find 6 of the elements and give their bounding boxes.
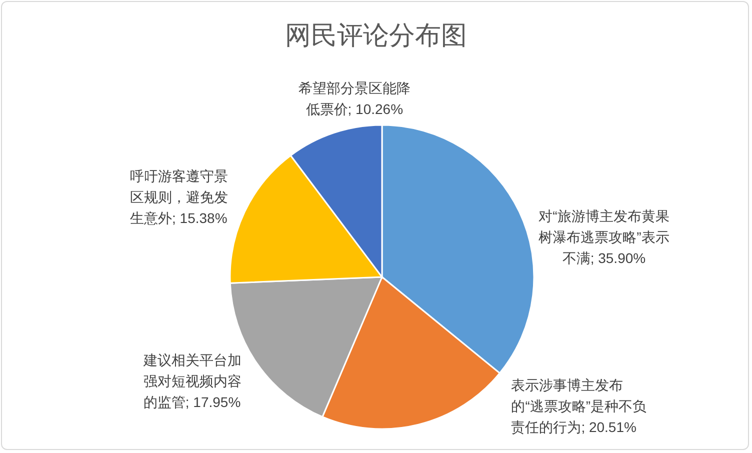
chart-title: 网民评论分布图 — [284, 20, 468, 53]
slice-label: 表示涉事博主发布的“逃票攻略”是种不负责任的行为; 20.51% — [511, 376, 648, 438]
slice-label: 建议相关平台加强对短视频内容的监管; 17.95% — [143, 350, 242, 412]
slice-label: 希望部分景区能降低票价; 10.26% — [297, 78, 412, 119]
slice-label: 呼吁游客遵守景区规则，避免发生意外; 15.38% — [130, 167, 230, 228]
slice-label: 对“旅游博主发布黄果树瀑布逃票攻略”表示不满; 35.90% — [538, 206, 670, 268]
